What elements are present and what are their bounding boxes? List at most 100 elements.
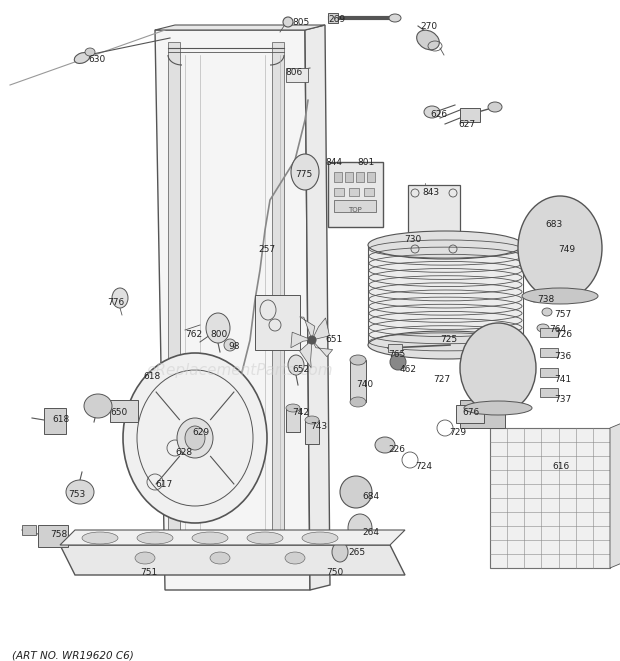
Ellipse shape: [375, 437, 395, 453]
Bar: [168, 42, 180, 572]
Bar: [367, 172, 375, 182]
Ellipse shape: [82, 532, 118, 544]
Bar: [286, 68, 308, 82]
Text: 844: 844: [325, 158, 342, 167]
Ellipse shape: [542, 308, 552, 316]
Bar: [334, 188, 344, 196]
Ellipse shape: [305, 416, 319, 424]
Bar: [44, 408, 66, 434]
Text: 629: 629: [192, 428, 209, 437]
Text: 775: 775: [295, 170, 312, 179]
Polygon shape: [155, 25, 325, 30]
Text: 800: 800: [210, 330, 228, 339]
Bar: [356, 172, 364, 182]
Text: 650: 650: [110, 408, 127, 417]
Bar: [456, 405, 484, 423]
Text: 743: 743: [310, 422, 327, 431]
Bar: [334, 200, 376, 212]
Text: 729: 729: [449, 428, 466, 437]
Ellipse shape: [424, 106, 440, 118]
Text: 726: 726: [555, 330, 572, 339]
Ellipse shape: [350, 355, 366, 365]
Polygon shape: [305, 25, 330, 590]
Ellipse shape: [74, 53, 90, 63]
Text: 751: 751: [140, 568, 157, 577]
Polygon shape: [60, 545, 405, 575]
Bar: [460, 108, 480, 122]
Text: (ART NO. WR19620 C6): (ART NO. WR19620 C6): [12, 650, 134, 660]
Text: 757: 757: [554, 310, 571, 319]
Text: 683: 683: [545, 220, 562, 229]
Polygon shape: [291, 332, 312, 348]
Text: 617: 617: [155, 480, 172, 489]
Ellipse shape: [518, 196, 602, 300]
Bar: [345, 172, 353, 182]
Bar: [110, 400, 138, 422]
Text: 618: 618: [143, 372, 160, 381]
Bar: [328, 13, 338, 23]
Text: 765: 765: [388, 350, 405, 359]
Text: 652: 652: [292, 365, 309, 374]
Text: 727: 727: [433, 375, 450, 384]
Text: 738: 738: [537, 295, 554, 304]
Ellipse shape: [137, 532, 173, 544]
Polygon shape: [60, 530, 405, 545]
Text: 627: 627: [458, 120, 475, 129]
Text: 618: 618: [52, 415, 69, 424]
Bar: [460, 400, 505, 428]
Ellipse shape: [389, 14, 401, 22]
Text: 736: 736: [554, 352, 571, 361]
Ellipse shape: [288, 355, 304, 375]
Bar: [349, 188, 359, 196]
Text: 616: 616: [552, 462, 569, 471]
Bar: [388, 344, 402, 352]
Polygon shape: [312, 318, 329, 340]
Text: 651: 651: [325, 335, 342, 344]
Ellipse shape: [185, 426, 205, 450]
Ellipse shape: [522, 288, 598, 304]
Ellipse shape: [529, 294, 541, 302]
Ellipse shape: [123, 353, 267, 523]
Ellipse shape: [464, 401, 532, 415]
Text: 626: 626: [430, 110, 447, 119]
Ellipse shape: [332, 542, 348, 562]
Ellipse shape: [85, 48, 95, 56]
Text: 749: 749: [558, 245, 575, 254]
Text: 724: 724: [415, 462, 432, 471]
Bar: [334, 172, 342, 182]
Text: 725: 725: [440, 335, 457, 344]
Ellipse shape: [210, 552, 230, 564]
Ellipse shape: [192, 532, 228, 544]
Polygon shape: [312, 340, 333, 357]
Ellipse shape: [112, 288, 128, 308]
Bar: [328, 162, 383, 227]
Ellipse shape: [177, 418, 213, 458]
Bar: [540, 388, 558, 397]
Bar: [305, 420, 319, 444]
Bar: [540, 328, 558, 337]
Ellipse shape: [417, 30, 440, 50]
Ellipse shape: [348, 514, 372, 542]
Bar: [38, 525, 68, 547]
Text: 762: 762: [185, 330, 202, 339]
Bar: [369, 245, 522, 345]
Bar: [286, 408, 300, 432]
Text: 226: 226: [388, 445, 405, 454]
Text: 741: 741: [554, 375, 571, 384]
Bar: [540, 368, 558, 377]
Bar: [490, 428, 610, 568]
Bar: [540, 348, 558, 357]
Text: 742: 742: [292, 408, 309, 417]
Text: 630: 630: [88, 55, 105, 64]
Ellipse shape: [390, 354, 406, 370]
Ellipse shape: [285, 552, 305, 564]
Ellipse shape: [206, 313, 230, 343]
Bar: [272, 42, 284, 572]
Text: 257: 257: [258, 245, 275, 254]
Ellipse shape: [460, 323, 536, 413]
Text: 843: 843: [422, 188, 439, 197]
Text: eReplacementParts.com: eReplacementParts.com: [147, 362, 334, 377]
Text: 758: 758: [50, 530, 67, 539]
Text: 264: 264: [362, 528, 379, 537]
Text: 730: 730: [404, 235, 421, 244]
